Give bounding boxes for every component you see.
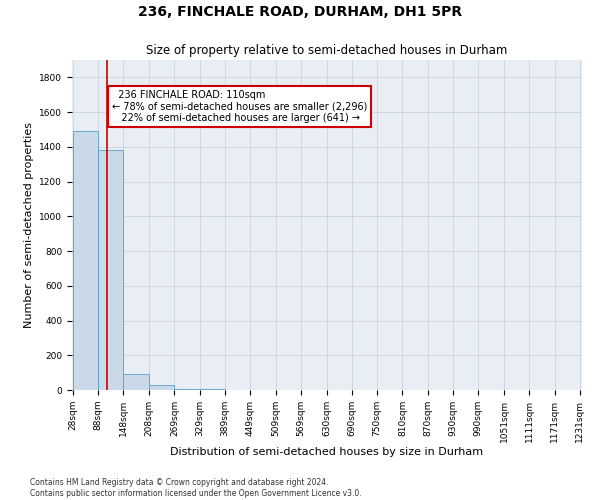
X-axis label: Distribution of semi-detached houses by size in Durham: Distribution of semi-detached houses by …: [170, 448, 484, 458]
Bar: [98, 150, 124, 390]
Title: Size of property relative to semi-detached houses in Durham: Size of property relative to semi-detach…: [146, 44, 508, 58]
Y-axis label: Number of semi-detached properties: Number of semi-detached properties: [24, 122, 34, 328]
Bar: [175, 388, 200, 390]
Text: 236, FINCHALE ROAD, DURHAM, DH1 5PR: 236, FINCHALE ROAD, DURHAM, DH1 5PR: [138, 5, 462, 19]
Bar: [73, 131, 98, 390]
Bar: [149, 385, 174, 390]
Bar: [124, 374, 149, 390]
Text: Contains HM Land Registry data © Crown copyright and database right 2024.
Contai: Contains HM Land Registry data © Crown c…: [30, 478, 362, 498]
Text: 236 FINCHALE ROAD: 110sqm
← 78% of semi-detached houses are smaller (2,296)
   2: 236 FINCHALE ROAD: 110sqm ← 78% of semi-…: [112, 90, 367, 122]
